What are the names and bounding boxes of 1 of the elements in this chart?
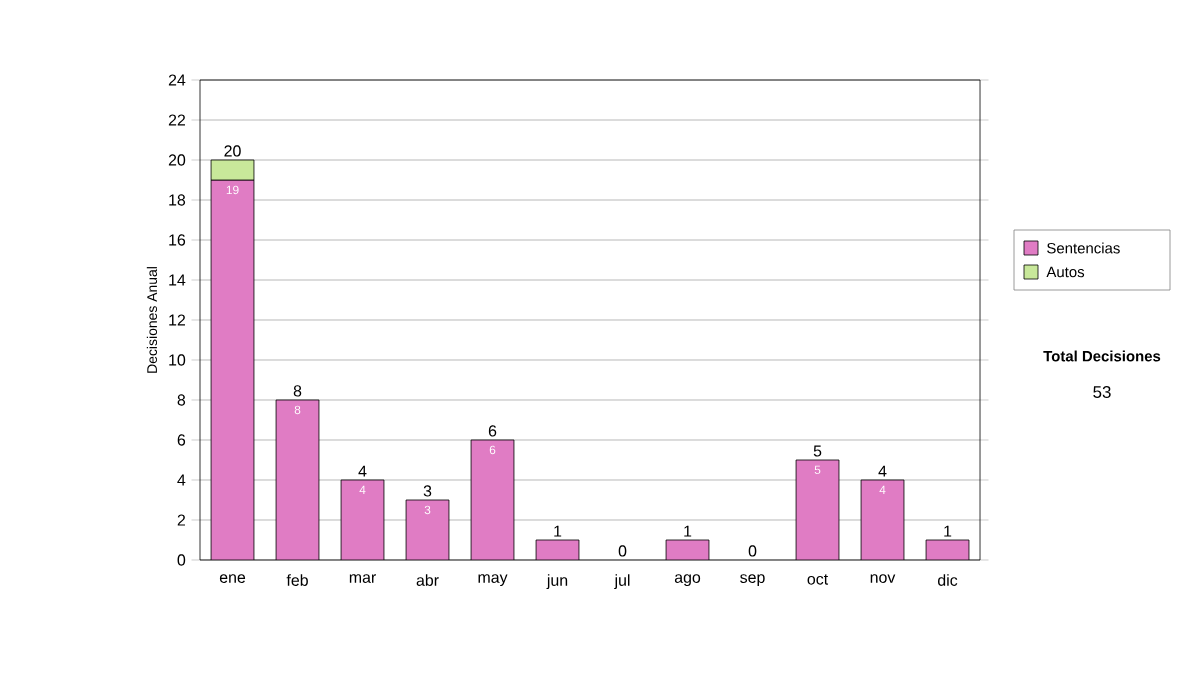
text: 53: [1093, 386, 1111, 398]
